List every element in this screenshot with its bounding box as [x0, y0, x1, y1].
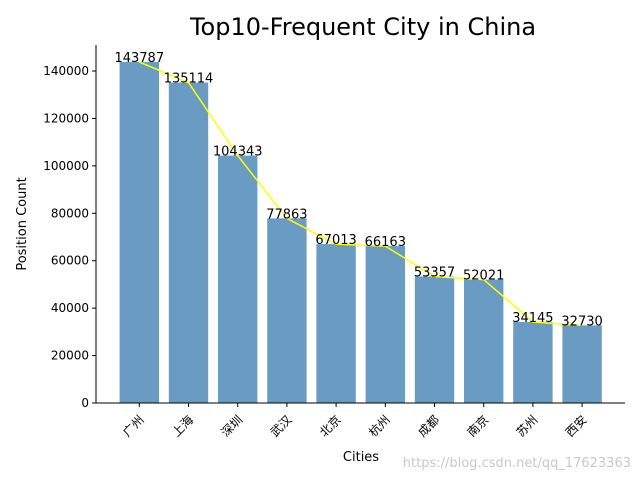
x-tick-label-9: 西安	[562, 412, 590, 440]
bar-6	[414, 276, 455, 403]
y-tick-label-6: 120000	[43, 111, 89, 125]
bar-5	[365, 246, 405, 403]
bar-8	[513, 322, 553, 403]
bar-4	[316, 244, 356, 403]
data-label-3: 77863	[266, 207, 307, 222]
x-tick-label-3: 武汉	[268, 413, 295, 440]
trend-line	[139, 61, 583, 327]
data-label-5: 66163	[365, 235, 406, 250]
chart-title: Top10-Frequent City in China	[189, 13, 536, 41]
bar-3	[267, 218, 307, 403]
x-tick-label-4: 北京	[317, 413, 344, 440]
y-tick-label-5: 100000	[43, 159, 89, 173]
data-label-1: 135114	[164, 72, 214, 87]
y-tick-label-2: 40000	[51, 301, 89, 315]
data-label-8: 34145	[512, 311, 553, 326]
y-tick-label-1: 20000	[51, 349, 89, 363]
x-tick-label-1: 上海	[169, 412, 197, 440]
x-tick-label-6: 成都	[415, 413, 442, 440]
bar-2	[218, 155, 258, 403]
bars-layer	[119, 62, 602, 404]
x-tick-label-5: 杭州	[365, 412, 393, 440]
data-label-6: 53357	[414, 265, 455, 280]
y-tick-label-7: 140000	[43, 64, 89, 78]
data-label-2: 104343	[213, 145, 263, 160]
x-axis: 广州 上海 深圳 武汉 北京 杭州 成都 南京 苏州 西安	[96, 402, 625, 440]
bar-1	[168, 82, 209, 403]
y-axis: 0 20000 40000 60000 80000 100000 120000 140000	[43, 45, 97, 410]
x-tick-label-8: 苏州	[514, 413, 541, 440]
y-tick-label-4: 80000	[51, 206, 89, 220]
x-tick-label-0: 广州	[120, 413, 147, 440]
y-tick-label-3: 60000	[51, 254, 89, 268]
x-axis-label: Cities	[343, 450, 379, 465]
x-tick-label-2: 深圳	[218, 413, 245, 440]
bar-0	[119, 62, 159, 404]
x-tick-label-7: 南京	[464, 412, 492, 440]
data-label-4: 67013	[315, 233, 356, 248]
y-tick-label-0: 0	[81, 396, 89, 410]
data-label-0: 143787	[114, 51, 164, 66]
watermark-text: https://blog.csdn.net/qq_17623363	[403, 456, 631, 471]
data-label-7: 52021	[463, 269, 504, 284]
y-axis-label: Position Count	[15, 177, 30, 270]
bar-7	[464, 279, 504, 403]
bar-9	[562, 325, 602, 403]
data-label-9: 32730	[561, 314, 602, 329]
